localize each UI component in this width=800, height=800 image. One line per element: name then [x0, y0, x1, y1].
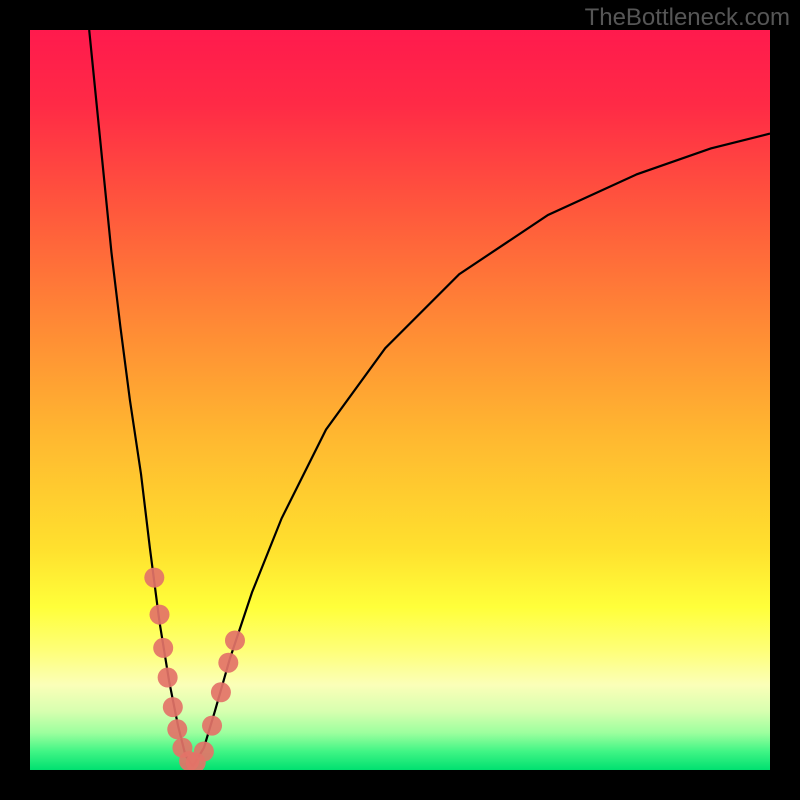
data-marker	[194, 742, 214, 762]
data-marker	[202, 716, 222, 736]
data-marker	[163, 697, 183, 717]
data-marker	[153, 638, 173, 658]
data-marker	[225, 631, 245, 651]
chart-canvas: { "watermark": { "text": "TheBottleneck.…	[0, 0, 800, 800]
data-marker	[167, 719, 187, 739]
data-marker	[211, 682, 231, 702]
data-marker	[158, 668, 178, 688]
chart-svg	[0, 0, 800, 800]
data-marker	[144, 568, 164, 588]
gradient-background	[30, 30, 770, 770]
data-marker	[150, 605, 170, 625]
data-marker	[218, 653, 238, 673]
